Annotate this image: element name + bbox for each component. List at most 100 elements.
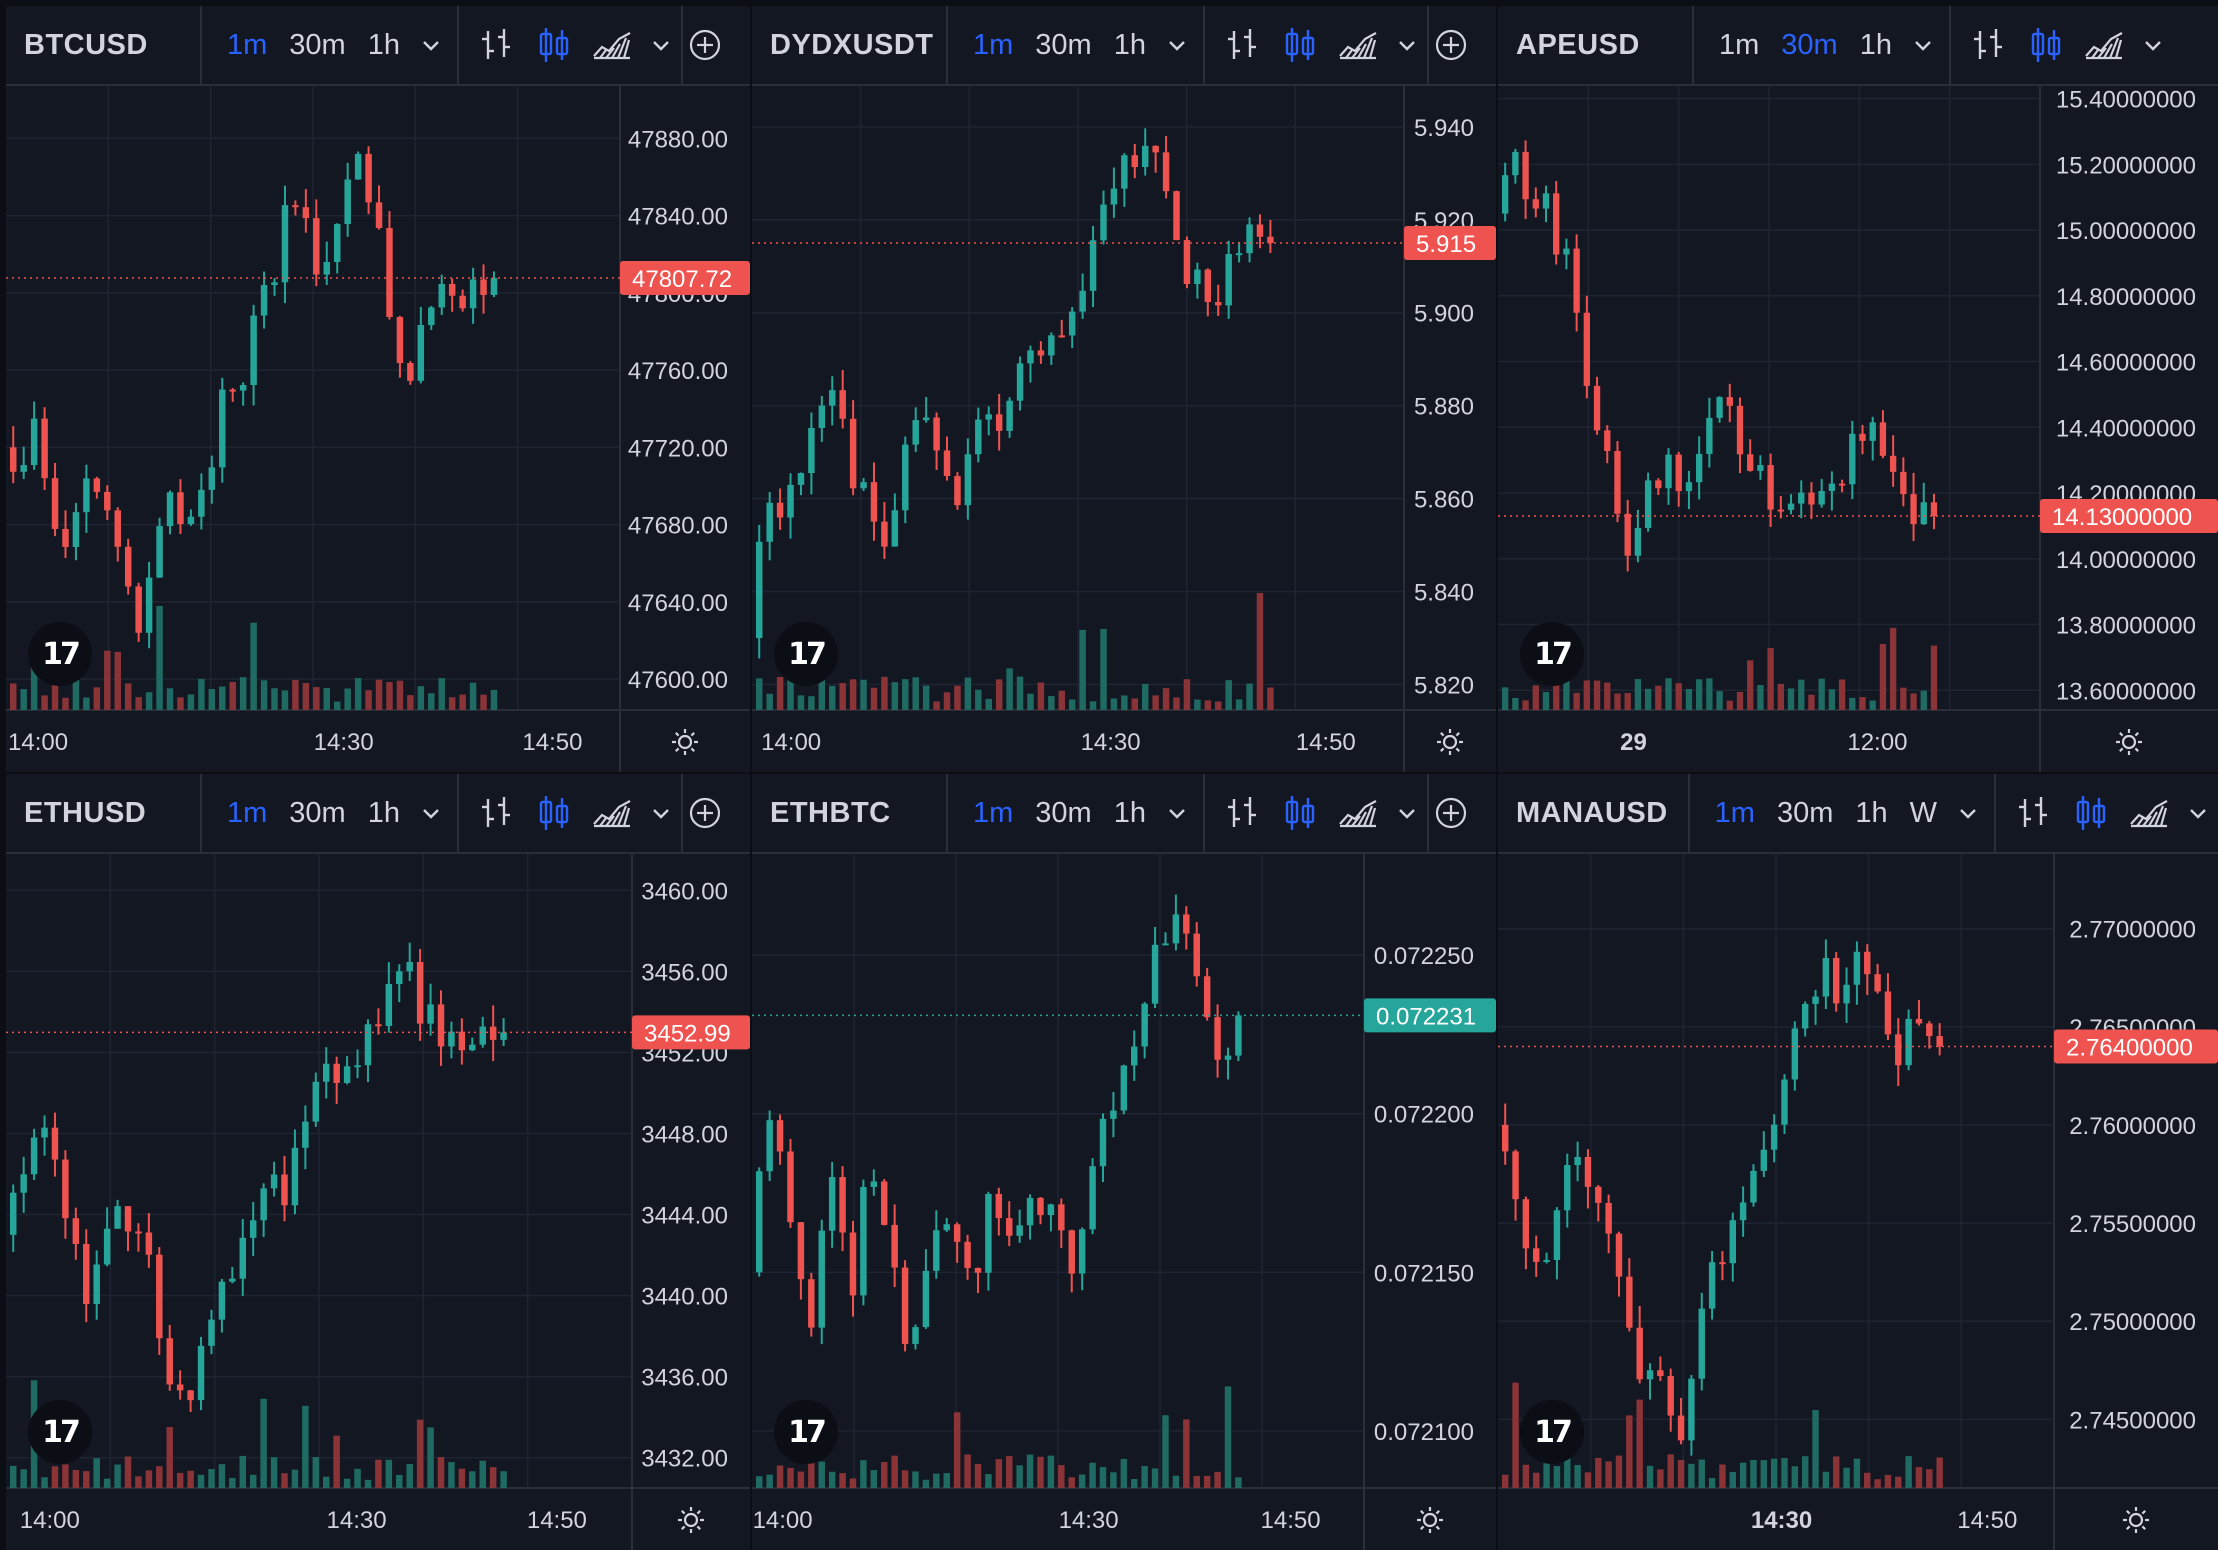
candles-style-icon[interactable] — [1271, 774, 1329, 852]
timeframe-30m[interactable]: 30m — [1035, 796, 1092, 829]
symbol-label[interactable]: MANAUSD — [1498, 774, 1690, 852]
bars-style-icon[interactable] — [1213, 774, 1271, 852]
timeframe-1m[interactable]: 1m — [1719, 28, 1760, 61]
candle — [479, 1016, 486, 1048]
candle-body — [62, 1159, 69, 1219]
area-style-icon[interactable] — [2075, 6, 2133, 84]
volume-bar — [1100, 628, 1107, 710]
timeframe-chevron-down-icon[interactable] — [1903, 6, 1943, 84]
chart-style-chevron-down-icon[interactable] — [641, 6, 681, 84]
volume-bar — [459, 694, 466, 710]
timeframe-1m[interactable]: 1m — [227, 796, 268, 829]
area-style-icon[interactable] — [583, 774, 641, 852]
timeframe-group: 1m 30m 1h — [202, 6, 459, 84]
volume-bar — [1564, 1454, 1571, 1488]
symbol-label[interactable]: ETHBTC — [752, 774, 948, 852]
price-chart[interactable]: 15.40000000 15.20000000 15.00000000 14.8000… — [1498, 86, 2218, 772]
add-indicator-plus-icon[interactable] — [1426, 774, 1473, 852]
volume-bar — [1162, 1415, 1169, 1488]
timeframe-chevron-down-icon[interactable] — [411, 6, 451, 84]
candle-body — [870, 482, 878, 522]
chart-style-chevron-down-icon[interactable] — [2133, 6, 2173, 84]
chart-settings-gear-icon[interactable] — [665, 722, 705, 762]
volume-bar — [1215, 701, 1222, 710]
timeframe-chevron-down-icon[interactable] — [1157, 774, 1197, 852]
symbol-label[interactable]: APEUSD — [1498, 6, 1694, 84]
timeframe-1m[interactable]: 1m — [973, 796, 1014, 829]
chart-settings-gear-icon[interactable] — [2116, 1500, 2156, 1540]
timeframe-chevron-down-icon[interactable] — [1948, 774, 1988, 852]
candle — [333, 223, 341, 274]
volume-bar — [385, 1459, 393, 1488]
price-tick-label: 15.00000000 — [2056, 218, 2196, 245]
add-indicator-plus-icon[interactable] — [1426, 6, 1473, 84]
candles-style-icon[interactable] — [525, 6, 583, 84]
price-chart[interactable]: 5.9405.9205.9005.8805.8605.8405.8205.915… — [752, 86, 1496, 772]
candle-body — [428, 307, 435, 326]
area-style-icon[interactable] — [2120, 774, 2178, 852]
add-indicator-plus-icon[interactable] — [680, 774, 727, 852]
timeframe-30m[interactable]: 30m — [1781, 28, 1838, 61]
volume-bar — [1757, 685, 1764, 710]
volume-bar — [344, 688, 351, 710]
bars-style-icon[interactable] — [1213, 6, 1271, 84]
add-indicator-plus-icon[interactable] — [680, 6, 727, 84]
chart-settings-gear-icon[interactable] — [1430, 722, 1470, 762]
chart-settings-gear-icon[interactable] — [1410, 1500, 1450, 1540]
timeframe-1h[interactable]: 1h — [367, 796, 400, 829]
timeframe-30m[interactable]: 30m — [1035, 28, 1092, 61]
timeframe-30m[interactable]: 30m — [289, 28, 346, 61]
chart-settings-gear-icon[interactable] — [2109, 722, 2149, 762]
candles-style-icon[interactable] — [525, 774, 583, 852]
timeframe-chevron-down-icon[interactable] — [411, 774, 451, 852]
area-style-icon[interactable] — [1329, 6, 1387, 84]
bars-style-icon[interactable] — [2004, 774, 2062, 852]
timeframe-chevron-down-icon[interactable] — [1157, 6, 1197, 84]
chart-style-chevron-down-icon[interactable] — [2178, 774, 2218, 852]
price-chart[interactable]: 3460.003456.003452.003448.003444.003440.… — [6, 854, 750, 1550]
candle-body — [156, 526, 163, 578]
candles-style-icon[interactable] — [2062, 774, 2120, 852]
timeframe-1h[interactable]: 1h — [1113, 796, 1146, 829]
symbol-label[interactable]: BTCUSD — [6, 6, 202, 84]
timeframe-1m[interactable]: 1m — [1714, 796, 1755, 829]
timeframe-1m[interactable]: 1m — [227, 28, 268, 61]
timeframe-1h[interactable]: 1h — [1855, 796, 1888, 829]
chart-style-chevron-down-icon[interactable] — [1387, 6, 1427, 84]
bars-style-icon[interactable] — [467, 6, 525, 84]
bars-style-icon[interactable] — [1959, 6, 2017, 84]
tradingview-logo-mark: 17 — [1534, 1414, 1573, 1450]
candle-body — [1595, 1186, 1602, 1203]
timeframe-1m[interactable]: 1m — [973, 28, 1014, 61]
timeframe-1h[interactable]: 1h — [367, 28, 400, 61]
symbol-label[interactable]: ETHUSD — [6, 774, 202, 852]
timeframe-30m[interactable]: 30m — [289, 796, 346, 829]
grid-lines — [752, 86, 1404, 710]
volume-bar — [1006, 1456, 1013, 1488]
candles-style-icon[interactable] — [1271, 6, 1329, 84]
chart-style-chevron-down-icon[interactable] — [641, 774, 681, 852]
candle-body — [1235, 253, 1243, 256]
price-chart[interactable]: 2.770000002.765000002.760000002.75500000… — [1498, 854, 2218, 1550]
candles — [1502, 939, 1943, 1456]
timeframe-30m[interactable]: 30m — [1776, 796, 1834, 829]
area-style-icon[interactable] — [1329, 774, 1387, 852]
timeframe-1h[interactable]: 1h — [1859, 28, 1892, 61]
volume-bar — [1553, 682, 1560, 710]
timeframe-w[interactable]: W — [1909, 796, 1937, 829]
price-chart[interactable]: 0.072250 0.072200 0.072150 0.072100 0.072231… — [752, 854, 1496, 1550]
candles-style-icon[interactable] — [2017, 6, 2075, 84]
candle-body — [1910, 494, 1917, 525]
timeframe-1h[interactable]: 1h — [1113, 28, 1146, 61]
candle — [1698, 1292, 1705, 1391]
volume-bars — [10, 605, 498, 710]
candle — [881, 1179, 888, 1226]
chart-settings-gear-icon[interactable] — [671, 1500, 711, 1540]
price-chart[interactable]: 47880.0047840.0047800.0047760.0047720.00… — [6, 86, 750, 772]
chart-style-chevron-down-icon[interactable] — [1387, 774, 1427, 852]
candle-body — [323, 261, 331, 275]
area-style-icon[interactable] — [583, 6, 641, 84]
volume-bar — [135, 697, 142, 710]
symbol-label[interactable]: DYDXUSDT — [752, 6, 948, 84]
bars-style-icon[interactable] — [467, 774, 525, 852]
